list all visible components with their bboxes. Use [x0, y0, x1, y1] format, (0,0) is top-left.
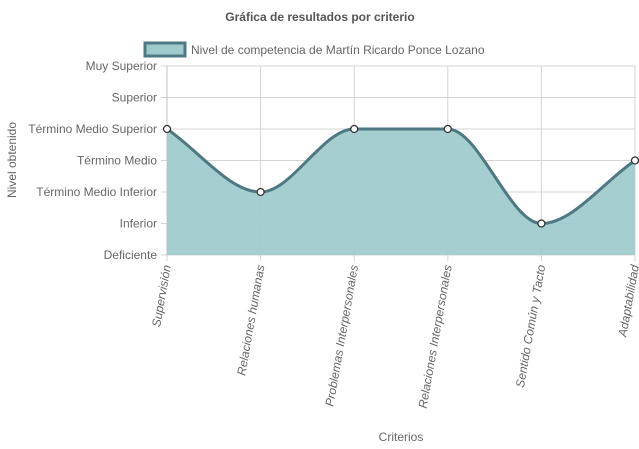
data-point-4[interactable]: [537, 219, 546, 228]
y-tick-label: Superior: [112, 91, 157, 105]
chart-title: Gráfica de resultados por criterio: [225, 10, 414, 24]
x-tick-label: Sentido Común y Tacto: [513, 263, 548, 388]
y-tick-label: Término Medio Inferior: [36, 185, 157, 199]
x-axis-title: Criterios: [379, 430, 424, 444]
x-tick-label: Adaptabilidad: [615, 263, 639, 338]
point-layer: [162, 124, 639, 228]
legend[interactable]: Nivel de competencia de Martín Ricardo P…: [143, 41, 485, 58]
legend-swatch: [143, 41, 187, 58]
y-tick-label: Deficiente: [104, 248, 158, 262]
x-tick-label: Problemas Interpersonales: [322, 264, 361, 408]
y-tick-label: Término Medio Superior: [28, 122, 157, 136]
y-tick-label: Inferior: [120, 217, 157, 231]
y-tick-labels: Deficiente Inferior Término Medio Inferior…: [28, 59, 157, 262]
y-tick-label: Muy Superior: [86, 59, 157, 73]
data-point-0[interactable]: [162, 124, 172, 134]
series-area-fill: [167, 129, 635, 255]
x-tick-label: Supervisión: [149, 263, 174, 328]
data-point-3[interactable]: [443, 124, 452, 134]
y-axis-title: Nivel obtenido: [5, 122, 19, 198]
legend-label: Nivel de competencia de Martín Ricardo P…: [191, 43, 485, 57]
y-tick-label: Término Medio: [77, 154, 157, 168]
data-point-2[interactable]: [350, 124, 359, 134]
series-line: [166, 127, 636, 226]
area-layer: [166, 127, 636, 255]
x-tick-label: Relaciones Interpersonales: [416, 264, 455, 410]
data-point-1[interactable]: [256, 187, 265, 197]
x-tick-label: Relaciones humanas: [234, 264, 267, 377]
x-tick-labels: Supervisión Relaciones humanas Problemas I…: [149, 263, 639, 409]
data-point-5[interactable]: [630, 156, 639, 165]
